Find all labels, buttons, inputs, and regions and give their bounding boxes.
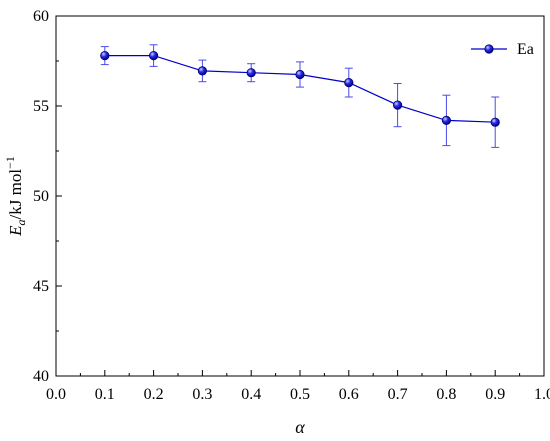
data-point bbox=[490, 117, 500, 127]
y-tick-label: 50 bbox=[33, 188, 49, 205]
data-point bbox=[441, 115, 451, 126]
data-point bbox=[100, 50, 110, 61]
data-point bbox=[344, 78, 354, 88]
y-tick-label: 45 bbox=[33, 278, 49, 295]
data-point bbox=[149, 50, 159, 61]
x-tick-label: 0.7 bbox=[388, 386, 408, 403]
x-axis-label: α bbox=[295, 417, 305, 437]
x-tick-label: 0.9 bbox=[485, 386, 505, 403]
y-tick-label: 40 bbox=[33, 368, 49, 385]
x-tick-label: 0.2 bbox=[144, 386, 164, 403]
axes: 0.0 0.1 0.2 0.3 0.4 0.5 0.6 0.7 0.8 0.9 1.0 40 45 50 5… bbox=[33, 8, 550, 403]
x-tick-label: 0.5 bbox=[290, 386, 310, 403]
data-point bbox=[197, 66, 207, 76]
legend-marker bbox=[484, 44, 494, 54]
legend-label: Ea bbox=[517, 41, 534, 58]
x-tick-label: 0.3 bbox=[192, 386, 212, 403]
legend: Ea bbox=[471, 41, 534, 58]
data-point bbox=[295, 69, 305, 80]
y-axis-label-main: E bbox=[6, 225, 25, 237]
data-point bbox=[392, 100, 403, 110]
x-tick-label: 0.1 bbox=[95, 386, 115, 403]
y-axis-label: Ea/kJ mol−1 bbox=[3, 156, 28, 237]
y-axis-label-unit: /kJ mol bbox=[6, 169, 25, 220]
x-tick-label: 0.0 bbox=[46, 386, 66, 403]
y-axis-label-sup: −1 bbox=[3, 156, 17, 169]
y-tick-label: 55 bbox=[33, 98, 49, 115]
x-tick-label: 1.0 bbox=[534, 386, 550, 403]
y-axis-label-sub: a bbox=[14, 219, 28, 225]
data-point bbox=[246, 68, 256, 78]
x-tick-label: 0.8 bbox=[436, 386, 456, 403]
x-tick-label: 0.4 bbox=[241, 386, 261, 403]
x-tick-label: 0.6 bbox=[339, 386, 359, 403]
series-ea bbox=[100, 44, 500, 148]
y-tick-label: 60 bbox=[33, 8, 49, 25]
